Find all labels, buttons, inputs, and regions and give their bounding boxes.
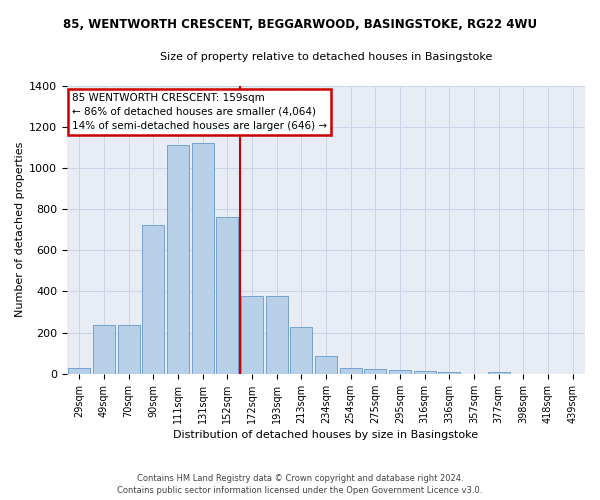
Bar	[413, 370, 436, 374]
Bar	[142, 224, 164, 374]
Bar	[364, 368, 386, 374]
Bar	[191, 143, 214, 374]
Y-axis label: Number of detached properties: Number of detached properties	[15, 142, 25, 318]
Bar	[290, 328, 313, 374]
Text: 85, WENTWORTH CRESCENT, BEGGARWOOD, BASINGSTOKE, RG22 4WU: 85, WENTWORTH CRESCENT, BEGGARWOOD, BASI…	[63, 18, 537, 30]
Text: Contains HM Land Registry data © Crown copyright and database right 2024.
Contai: Contains HM Land Registry data © Crown c…	[118, 474, 482, 495]
X-axis label: Distribution of detached houses by size in Basingstoke: Distribution of detached houses by size …	[173, 430, 479, 440]
Bar	[241, 296, 263, 374]
Bar	[315, 356, 337, 374]
Bar	[488, 372, 510, 374]
Title: Size of property relative to detached houses in Basingstoke: Size of property relative to detached ho…	[160, 52, 492, 62]
Bar	[118, 326, 140, 374]
Bar	[167, 145, 189, 374]
Bar	[389, 370, 411, 374]
Bar	[340, 368, 362, 374]
Text: 85 WENTWORTH CRESCENT: 159sqm
← 86% of detached houses are smaller (4,064)
14% o: 85 WENTWORTH CRESCENT: 159sqm ← 86% of d…	[72, 92, 328, 130]
Bar	[68, 368, 91, 374]
Bar	[266, 296, 288, 374]
Bar	[93, 326, 115, 374]
Bar	[216, 218, 238, 374]
Bar	[438, 372, 460, 374]
